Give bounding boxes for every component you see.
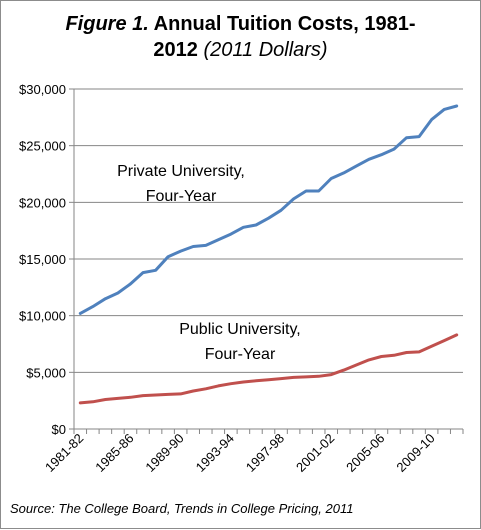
- series-labels: Private University, Four-Year Public Unive…: [117, 163, 301, 363]
- y-tick-label: $10,000: [19, 309, 66, 324]
- private-label-line-2: Four-Year: [146, 188, 217, 205]
- y-tick-label: $15,000: [19, 252, 66, 267]
- figure-label: Figure 1.: [65, 13, 149, 35]
- private-label-line-1: Private University,: [117, 163, 245, 180]
- y-tick-label: $30,000: [19, 82, 66, 97]
- y-tick-label: $20,000: [19, 195, 66, 210]
- source-note: Source: The College Board, Trends in Col…: [10, 501, 354, 516]
- y-tick-label: $0: [52, 422, 66, 437]
- x-tick-label: 1989-90: [142, 431, 186, 475]
- y-axis-ticks: $0 $5,000 $10,000 $15,000 $20,000 $25,000 $30,…: [19, 82, 74, 437]
- x-tick-label: 1981-82: [42, 431, 86, 475]
- public-label-line-1: Public University,: [179, 321, 301, 338]
- x-tick-label: 1985-86: [92, 431, 136, 475]
- y-tick-label: $5,000: [26, 365, 66, 380]
- title-line-1: Annual Tuition Costs, 1981-: [153, 13, 416, 35]
- title-line-2: 2012: [153, 39, 198, 61]
- chart-title: Figure 1. Annual Tuition Costs, 1981- 20…: [1, 11, 480, 63]
- x-tick-label: 1993-94: [193, 431, 237, 475]
- x-tick-label: 1997-98: [243, 431, 287, 475]
- x-tick-label: 2005-06: [343, 431, 387, 475]
- series-lines: [78, 104, 459, 405]
- x-tick-label: 2001-02: [293, 431, 337, 475]
- public-label-line-2: Four-Year: [205, 346, 276, 363]
- x-axis-ticks: 1981-82 1985-86 1989-90 1993-94 1997-98 2001-…: [42, 429, 464, 475]
- y-tick-label: $25,000: [19, 139, 66, 154]
- title-units: (2011 Dollars): [203, 39, 328, 61]
- x-tick-label: 2009-10: [393, 431, 437, 475]
- public-university-line: [78, 333, 459, 405]
- private-university-line: [78, 104, 459, 315]
